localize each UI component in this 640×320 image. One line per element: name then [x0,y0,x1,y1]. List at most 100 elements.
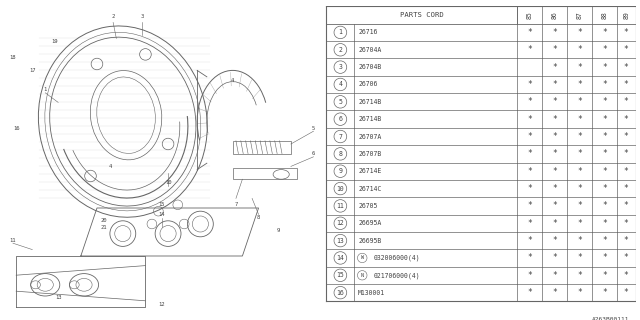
Text: *: * [577,167,582,176]
Text: *: * [624,219,628,228]
Text: N: N [361,273,364,278]
Text: *: * [624,132,628,141]
Text: 14: 14 [158,212,165,217]
Text: *: * [577,149,582,158]
Text: *: * [527,45,532,54]
Text: 26707A: 26707A [358,133,381,140]
Text: 9: 9 [339,168,342,174]
Text: 12: 12 [158,301,165,307]
Text: *: * [624,149,628,158]
Text: *: * [624,97,628,106]
Text: *: * [624,63,628,72]
Text: 26716: 26716 [358,29,378,36]
Text: *: * [624,80,628,89]
Text: 20: 20 [100,218,107,223]
Text: *: * [602,115,607,124]
Text: *: * [624,271,628,280]
Text: *: * [527,149,532,158]
Text: 2: 2 [111,13,115,19]
Text: *: * [527,132,532,141]
Text: *: * [602,63,607,72]
Text: *: * [602,236,607,245]
Text: *: * [552,149,557,158]
Text: 4: 4 [231,77,234,83]
Text: *: * [552,63,557,72]
Text: 11: 11 [337,203,344,209]
Text: 8: 8 [257,215,260,220]
Text: 21: 21 [100,225,107,230]
Text: 88: 88 [602,11,607,19]
Text: 16: 16 [337,290,344,296]
Text: *: * [527,271,532,280]
Text: *: * [577,132,582,141]
Text: *: * [552,80,557,89]
Text: *: * [602,167,607,176]
Text: *: * [527,184,532,193]
Text: 26714B: 26714B [358,99,381,105]
Text: 15: 15 [158,202,165,207]
Text: *: * [602,219,607,228]
Text: 16: 16 [13,125,19,131]
Text: *: * [552,132,557,141]
Text: *: * [552,97,557,106]
Text: *: * [552,28,557,37]
Text: *: * [527,253,532,262]
Text: 3: 3 [141,13,144,19]
Bar [233,168,298,179]
Text: 1: 1 [339,29,342,36]
Text: *: * [624,28,628,37]
Text: *: * [552,288,557,297]
Text: 5: 5 [339,99,342,105]
Text: *: * [624,184,628,193]
Text: *: * [577,63,582,72]
Text: *: * [577,288,582,297]
Text: 15: 15 [337,272,344,278]
Text: 3: 3 [339,64,342,70]
Text: 85: 85 [526,11,532,19]
Text: 26714B: 26714B [358,116,381,122]
Text: *: * [552,253,557,262]
Text: *: * [527,236,532,245]
Text: *: * [577,219,582,228]
Text: *: * [624,167,628,176]
Text: 4: 4 [339,82,342,87]
Text: 13: 13 [337,237,344,244]
Text: *: * [552,115,557,124]
Text: *: * [527,167,532,176]
Text: 1: 1 [44,87,47,92]
Text: 26707B: 26707B [358,151,381,157]
Text: *: * [577,80,582,89]
Text: *: * [552,184,557,193]
Text: A263B00111: A263B00111 [592,317,629,320]
Text: 032006000(4): 032006000(4) [373,255,420,261]
Text: *: * [577,184,582,193]
Text: 021706000(4): 021706000(4) [373,272,420,278]
Text: *: * [624,201,628,210]
Bar [233,141,291,154]
Text: *: * [527,288,532,297]
Text: *: * [577,28,582,37]
Text: *: * [577,97,582,106]
Text: 14: 14 [337,255,344,261]
Text: *: * [602,28,607,37]
Text: 5: 5 [312,125,315,131]
Text: *: * [602,132,607,141]
Text: W: W [361,255,364,260]
Text: *: * [577,45,582,54]
Text: 26705: 26705 [358,203,378,209]
Text: *: * [577,271,582,280]
Text: *: * [602,253,607,262]
Text: *: * [624,115,628,124]
Text: *: * [602,80,607,89]
Text: 18: 18 [10,55,16,60]
Text: *: * [602,288,607,297]
Text: 26714C: 26714C [358,186,381,192]
Text: *: * [624,253,628,262]
Text: 11: 11 [10,237,16,243]
Text: *: * [527,80,532,89]
Text: *: * [552,271,557,280]
Text: 2: 2 [339,47,342,53]
Text: *: * [577,253,582,262]
Text: 4: 4 [108,164,111,169]
Text: 7: 7 [339,133,342,140]
